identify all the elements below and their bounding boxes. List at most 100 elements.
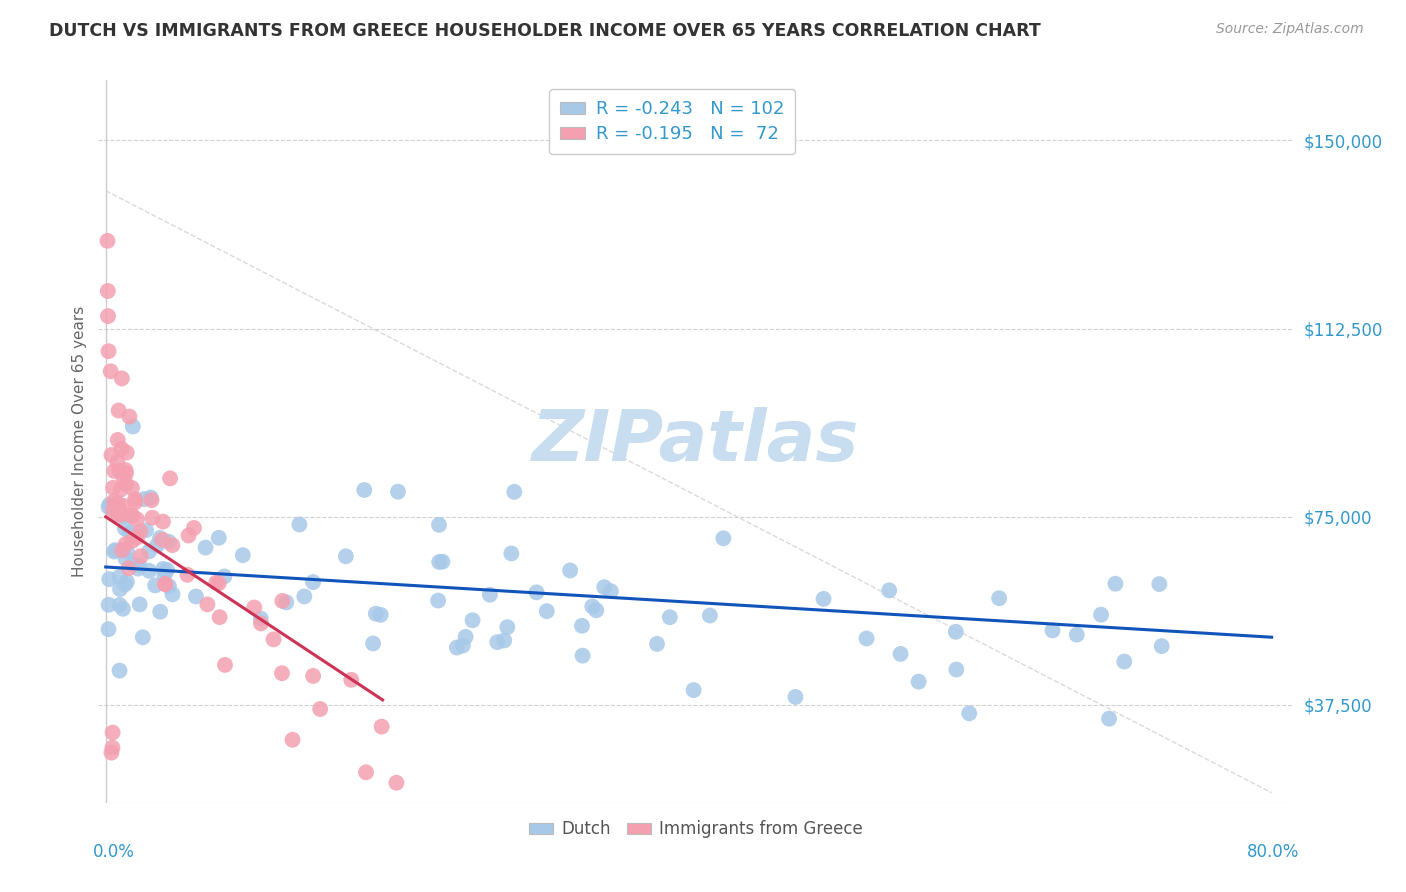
Point [945,663,967,677]
Point [143,578,166,592]
Point [114,577,136,591]
Point [585,603,607,617]
Point [152,515,174,529]
Point [1149,577,1171,591]
Point [813,591,835,606]
Point [250,616,273,631]
Point [1066,627,1088,641]
Point [121,419,143,434]
Point [112,470,135,484]
Point [118,561,141,575]
Point [1114,655,1136,669]
Point [157,534,180,549]
Point [593,580,616,594]
Point [112,509,135,524]
Point [138,544,160,558]
Text: DUTCH VS IMMIGRANTS FROM GREECE HOUSEHOLDER INCOME OVER 65 YEARS CORRELATION CHA: DUTCH VS IMMIGRANTS FROM GREECE HOUSEHOL… [49,22,1040,40]
Point [111,602,134,616]
Point [108,582,131,596]
Point [432,555,454,569]
Point [100,746,122,760]
Point [988,591,1011,606]
Point [128,598,150,612]
Point [454,630,477,644]
Point [176,567,198,582]
Point [855,632,877,646]
Point [907,674,929,689]
Point [292,590,315,604]
Point [115,544,138,558]
Point [194,541,217,555]
Point [115,477,138,491]
Point [98,498,121,512]
Point [100,448,122,462]
Legend: Dutch, Immigrants from Greece: Dutch, Immigrants from Greece [523,814,869,845]
Point [121,481,143,495]
Point [101,740,124,755]
Point [108,664,131,678]
Point [271,666,294,681]
Point [129,524,152,539]
Point [127,561,149,575]
Point [682,683,704,698]
Point [107,403,129,417]
Point [1098,712,1121,726]
Point [427,593,450,607]
Point [108,598,131,612]
Point [155,577,177,591]
Point [97,598,120,612]
Point [276,595,298,609]
Point [785,690,807,704]
Point [205,575,228,590]
Point [110,508,132,522]
Point [110,442,132,456]
Point [98,572,121,586]
Point [177,528,200,542]
Point [711,532,734,546]
Point [890,647,912,661]
Point [183,521,205,535]
Point [153,577,176,591]
Point [571,648,593,663]
Point [354,765,377,780]
Point [129,549,152,564]
Point [110,483,132,497]
Point [132,630,155,644]
Point [152,562,174,576]
Point [208,610,231,624]
Point [107,508,129,522]
Text: 80.0%: 80.0% [1247,843,1299,861]
Point [149,605,172,619]
Point [427,517,450,532]
Point [97,622,120,636]
Point [1104,576,1126,591]
Point [496,620,519,634]
Point [486,635,509,649]
Point [159,471,181,485]
Point [135,523,157,537]
Point [461,613,484,627]
Point [138,564,160,578]
Point [101,503,124,517]
Point [877,583,900,598]
Point [120,508,142,523]
Point [107,496,129,510]
Point [157,579,180,593]
Point [118,409,141,424]
Point [945,624,967,639]
Point [370,607,392,622]
Point [599,584,621,599]
Point [243,600,266,615]
Point [208,576,231,591]
Point [97,344,120,359]
Point [128,558,150,573]
Point [353,483,375,497]
Point [115,467,138,481]
Point [451,639,474,653]
Point [125,512,148,526]
Point [139,491,162,505]
Point [162,587,184,601]
Point [501,546,523,560]
Point [97,500,120,514]
Point [114,551,136,566]
